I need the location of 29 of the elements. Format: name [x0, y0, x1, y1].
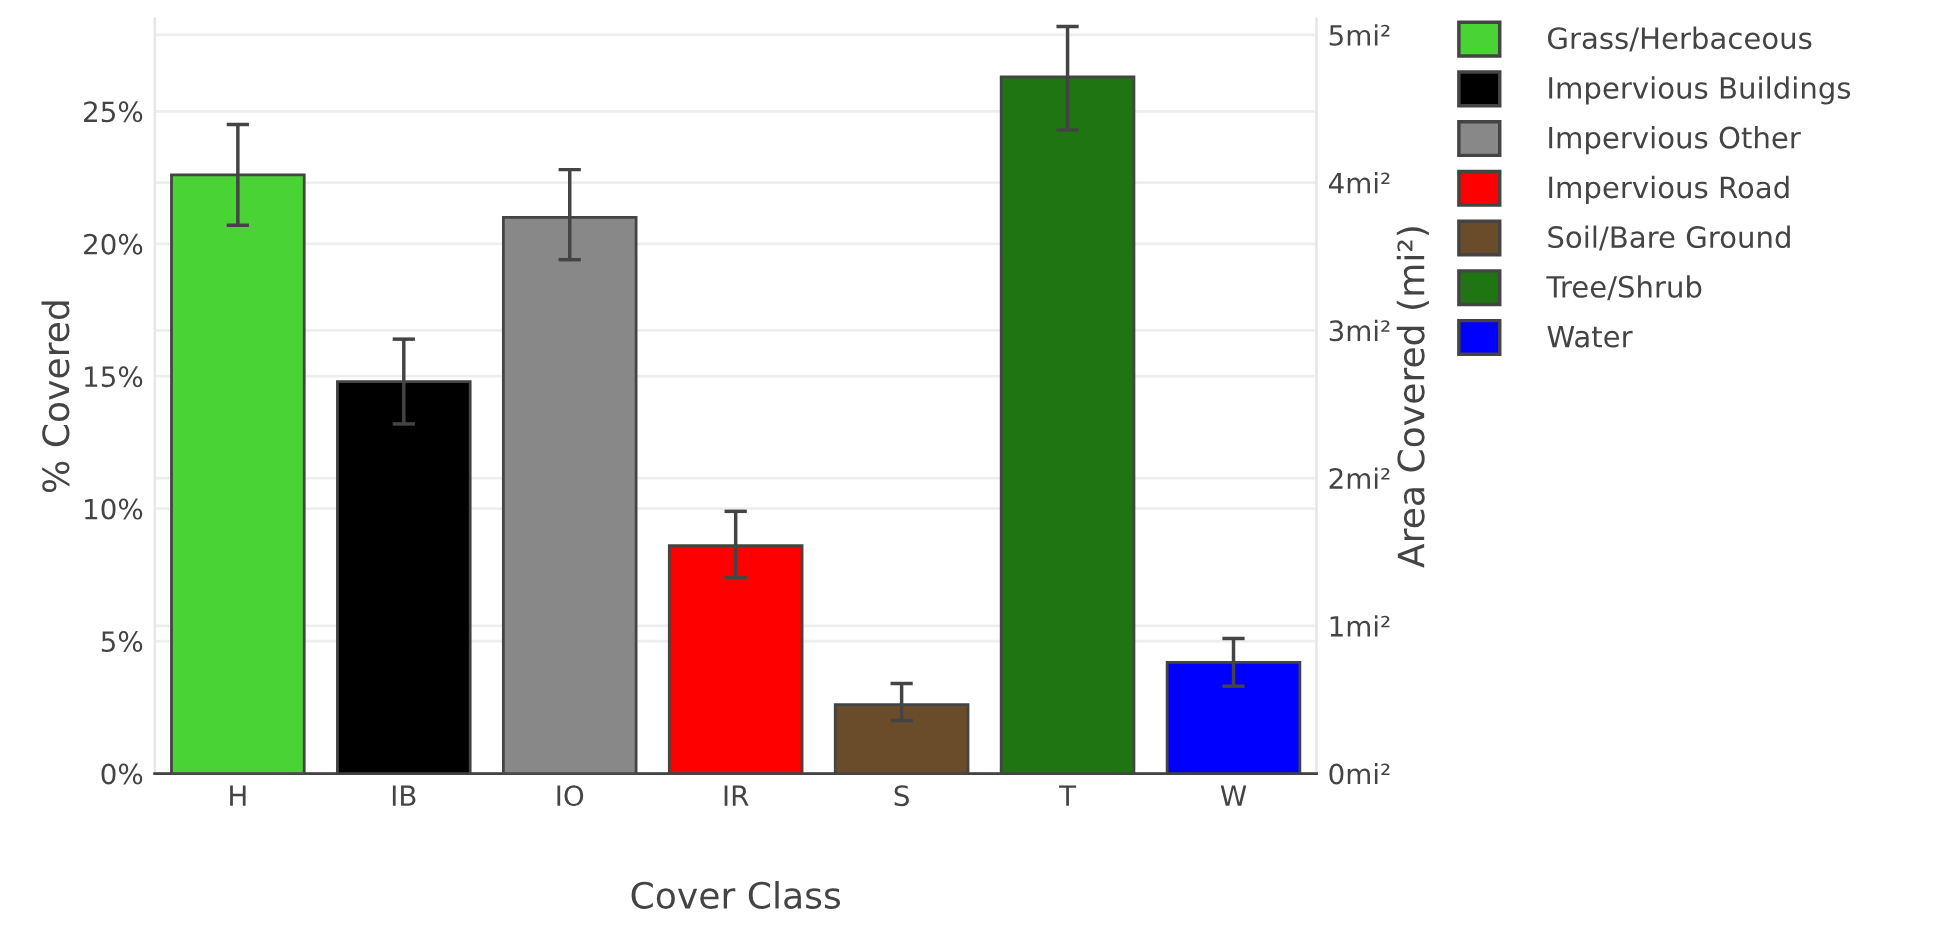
y2-tick-label: 4mi² [1328, 172, 1390, 194]
y2-tick-label: 1mi² [1330, 615, 1390, 637]
x-tick-label: IR [724, 785, 749, 806]
legend-label: Tree/Shrub [1546, 275, 1702, 301]
x-tick-label: T [1059, 785, 1077, 806]
legend-label: Impervious Road [1549, 175, 1789, 205]
y-tick-label: 0% [101, 763, 143, 785]
legend-label: Impervious Other [1549, 126, 1801, 155]
y-tick-label: 25% [84, 101, 143, 123]
y-tick-label: 10% [85, 498, 143, 520]
x-tick-label: S [894, 785, 909, 807]
y2-tick-label: 0mi² [1329, 763, 1390, 785]
x-tick-label: IO [557, 785, 584, 807]
x-axis-title: Cover Class [631, 881, 841, 909]
legend-label: Impervious Buildings [1549, 76, 1851, 105]
legend-label: Grass/Herbaceous [1548, 26, 1812, 52]
y2-axis-title: Area Covered (mi²) [1396, 227, 1429, 568]
y2-tick-label: 2mi² [1329, 467, 1390, 489]
x-tick-label: IB [392, 785, 416, 806]
y-tick-label: 5% [101, 631, 143, 653]
y-axis-title: % Covered [41, 301, 70, 493]
legend-label: Soil/Bare Ground [1548, 225, 1790, 251]
y-tick-label: 15% [85, 366, 143, 388]
x-tick-label: H [230, 785, 246, 806]
y-tick-label: 20% [84, 233, 143, 255]
legend-label: Water [1547, 325, 1633, 348]
y2-tick-label: 5mi² [1329, 24, 1390, 46]
y2-tick-label: 3mi² [1329, 319, 1390, 342]
x-tick-label: W [1220, 785, 1247, 806]
